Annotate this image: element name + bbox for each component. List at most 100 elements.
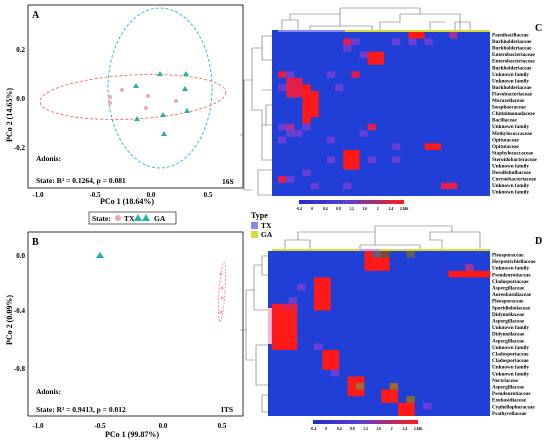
heat-cell [310, 182, 319, 190]
row-label: Unknown family [492, 365, 529, 371]
row-label: Pleosporaceae [492, 299, 524, 305]
row-label: Aspergillaceae [492, 385, 525, 391]
heat-cell [408, 38, 417, 46]
heat-cell [359, 130, 368, 137]
scale-tick-label: 0.8 [336, 207, 341, 211]
row-label: Cyphellophoraceae [492, 404, 535, 410]
heat-cell [392, 156, 401, 163]
heat-cell [278, 71, 287, 78]
panel-a-frame [27, 4, 244, 189]
scale-tick-label: 2.4 [389, 207, 394, 211]
panel-b-xlabel: PCo 1 (99.87%) [105, 430, 159, 439]
tick-label: -0.2 [14, 144, 26, 152]
heat-cell [326, 136, 336, 144]
row-label: Cladosporiaceae [492, 352, 529, 358]
panel-a-stat-title: Adonis: [36, 154, 61, 163]
row-label: Unknown family [492, 164, 529, 170]
heat-cell [286, 123, 295, 131]
tx-ellipse [39, 74, 227, 120]
heat-cell [359, 51, 368, 59]
row-label: Paenibacillaceae [492, 33, 529, 39]
type-legend-tx: TX [261, 221, 272, 230]
heat-cell [372, 251, 382, 258]
row-label: Pseudeurotiaceae [492, 272, 531, 278]
tick-label: 0.5 [218, 422, 227, 430]
type-legend-tx-swatch [251, 222, 258, 229]
heat-cell [381, 389, 398, 403]
heat-cell [302, 169, 311, 177]
heat-cell [294, 130, 303, 137]
panel-d-row-labels: PleosporaceaeHerpotrichiellaceaeUnknown … [492, 253, 536, 417]
scale-tick-label: 1.6 [362, 207, 367, 211]
tx-point [219, 310, 223, 314]
scale-tick-label: -0.4 [310, 427, 316, 431]
type-legend-ga: GA [261, 230, 273, 239]
ga-point [184, 108, 190, 113]
row-label: Didymellaceae [492, 312, 525, 318]
heat-cell [398, 402, 415, 416]
row-label: Corynebacteriaceae [492, 177, 537, 183]
row-label: Pseudeurotiaceae [492, 391, 531, 397]
scale-tick-label: 0.8 [350, 427, 355, 431]
scale-tick-label: 0.4 [323, 207, 328, 211]
row-label: Nectriaceae [492, 378, 519, 384]
panel-b-stat-title: Adonis: [36, 387, 61, 396]
row-label: Unknown family [492, 78, 529, 84]
row-label: Aureobasidiaceae [492, 292, 532, 298]
row-label: Unknown family [492, 266, 529, 272]
panel-c-letter: C [535, 23, 542, 34]
row-label: Isosphaeraceae [492, 105, 526, 111]
state-legend-ga: GA [154, 214, 166, 223]
heat-cell [343, 38, 352, 46]
heat-cell [278, 123, 287, 131]
panel-c-row-strip [272, 30, 278, 196]
heat-cell [351, 38, 360, 46]
tx-point [144, 106, 148, 110]
heat-cell [408, 32, 417, 39]
row-label: Cladosporiaceae [492, 279, 529, 285]
heat-cell [367, 51, 376, 65]
panel-b-tag: ITS [221, 405, 233, 414]
heat-cell [286, 130, 295, 137]
row-label: Didymellaceae [492, 332, 525, 338]
ga-point [183, 71, 189, 76]
tick-label: 0.0 [159, 422, 168, 430]
tick-label: -0.8 [14, 365, 26, 373]
ga-legend-marker [142, 214, 150, 221]
heat-cell [351, 71, 360, 78]
ga-type-bar [272, 249, 490, 251]
tx-legend-marker [115, 215, 121, 221]
row-label: Psathyrellaceae [492, 411, 527, 417]
scale-tick-label: 2.846 [414, 427, 423, 431]
tick-label: 0.2 [16, 46, 25, 54]
heat-cell [286, 77, 303, 98]
row-label: Flavobacteriaceae [492, 91, 533, 97]
heat-cell [278, 84, 287, 91]
tx-point [220, 286, 224, 290]
panel-b: B PCo 2 (0.09%) PCo 1 (99.87%) -1.0 -0.5… [5, 231, 244, 439]
heat-cell [424, 38, 433, 46]
scale-tick-label: 0.4 [337, 427, 342, 431]
panel-d-colorscale: -0.4 0 0.4 0.8 1.2 1.6 2 2.4 2.846 [310, 420, 422, 431]
heat-cell [367, 156, 376, 163]
row-label: Unknown family [492, 325, 529, 331]
heat-cell [375, 51, 384, 65]
ga-point [96, 252, 104, 258]
panel-a-xticks: -1.0 -0.5 0.0 0.5 [32, 191, 212, 199]
row-label: Opitutaceae [492, 144, 519, 150]
panel-c-row-labels: PaenibacillaceaeBurkholderiaceaeBurkhold… [492, 33, 538, 196]
tick-label: 0.0 [16, 252, 25, 260]
tx-type-bar [360, 249, 380, 251]
row-label: Unknown family [492, 190, 529, 196]
panel-a-yticks: 0.2 0.0 -0.2 [14, 46, 26, 152]
panel-d-row-dendrogram [240, 255, 268, 413]
heat-cell [406, 251, 415, 258]
scale-tick-label: 2 [377, 207, 379, 211]
heat-cell [423, 402, 432, 410]
heat-cell [392, 143, 401, 150]
heat-cell [356, 383, 365, 390]
scale-tick-label: 2 [391, 427, 393, 431]
row-label: Moraxellaceae [492, 98, 525, 104]
panel-b-frame [27, 231, 244, 417]
heat-cell [343, 45, 352, 52]
